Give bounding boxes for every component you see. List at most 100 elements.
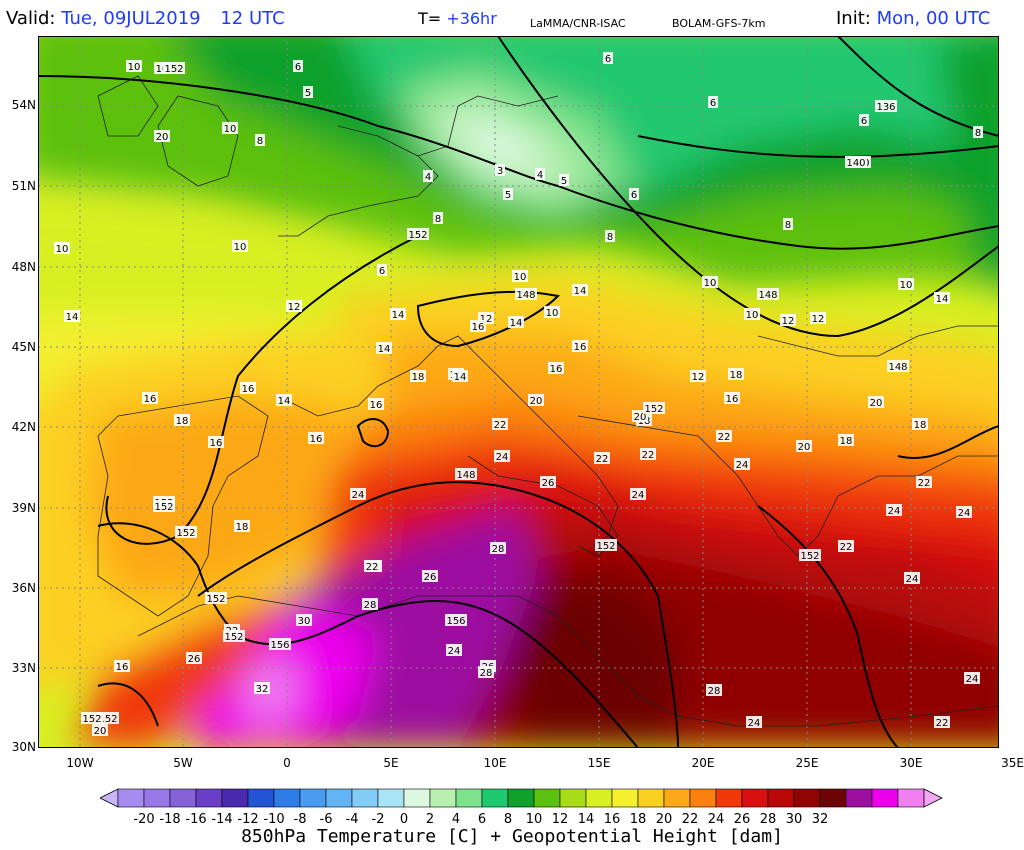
- lat-tick: 30N: [11, 740, 36, 754]
- temperature-contour-label: 20: [798, 442, 811, 453]
- forecast-value: +36hr: [446, 9, 497, 28]
- colorbar-label: -8: [293, 812, 307, 827]
- colorbar-label: 2: [425, 812, 435, 827]
- valid-date: Tue, 09JUL2019: [61, 8, 201, 29]
- colorbar-swatch: [663, 788, 691, 808]
- lon-tick: 10W: [66, 756, 94, 770]
- temperature-contour-label: 24: [736, 460, 749, 471]
- colorbar-swatch: [819, 788, 847, 808]
- colorbar-swatch: [247, 788, 275, 808]
- height-contour-label: 152: [408, 230, 427, 241]
- temperature-contour-label: 10: [900, 280, 913, 291]
- height-contour-label: 156: [270, 640, 289, 651]
- height-contour-label: 148: [516, 290, 535, 301]
- temperature-contour-label: 10: [224, 124, 237, 135]
- temperature-contour-label: 6: [295, 62, 301, 73]
- temperature-contour-label: 16: [310, 434, 323, 445]
- temperature-contour-label: 24: [888, 506, 901, 517]
- lon-tick: 0: [283, 756, 291, 770]
- temperature-contour-label: 18: [914, 420, 927, 431]
- temperature-contour-label: 14: [278, 396, 291, 407]
- temperature-contour-label: 16: [574, 342, 587, 353]
- lat-tick: 36N: [11, 581, 36, 595]
- temperature-contour-label: 8: [607, 232, 613, 243]
- temperature-contour-label: 22: [494, 420, 507, 431]
- colorbar-label: -2: [371, 812, 385, 827]
- temperature-contour-label: 22: [596, 454, 609, 465]
- temperature-contour-label: 22: [718, 432, 731, 443]
- lon-tick: 35E: [1001, 756, 1024, 770]
- init-label: Init:: [836, 8, 871, 29]
- temperature-contour-label: 12: [812, 314, 825, 325]
- temperature-contour-label: 8: [257, 136, 263, 147]
- temperature-contour-label: 22: [840, 542, 853, 553]
- temperature-contour-label: 10: [234, 242, 247, 253]
- colorbar-label: -18: [159, 812, 181, 827]
- lon-tick: 5W: [173, 756, 193, 770]
- colorbar-label: -16: [185, 812, 207, 827]
- valid-hour: 12 UTC: [220, 8, 285, 29]
- temperature-contour-label: 6: [605, 54, 611, 65]
- temperature-contour-label: 6: [379, 266, 385, 277]
- temperature-contour-label: 22: [936, 718, 949, 729]
- temperature-contour-label: 26: [424, 572, 437, 583]
- temperature-contour-label: 24: [496, 452, 509, 463]
- height-contour-label: 136: [876, 102, 895, 113]
- temperature-contour-label: 22: [642, 450, 655, 461]
- colorbar-swatch: [637, 788, 665, 808]
- temperature-field: [38, 36, 999, 748]
- colorbar-arrow-low: [100, 788, 119, 808]
- height-contour-label: 152: [800, 551, 819, 562]
- temperature-contour-label: 6: [631, 190, 637, 201]
- temperature-contour-label: 5: [505, 190, 511, 201]
- temperature-contour-label: 20: [156, 132, 169, 143]
- colorbar-swatch: [455, 788, 483, 808]
- colorbar-label: 6: [477, 812, 487, 827]
- forecast-step: T= +36hr: [418, 8, 497, 30]
- colorbar-swatch: [715, 788, 743, 808]
- temperature-contour-label: 18: [176, 416, 189, 427]
- temperature-contour-label: 14: [392, 310, 405, 321]
- lat-tick: 39N: [11, 501, 36, 515]
- height-contour-label: 148: [888, 362, 907, 373]
- colorbar-label: 12: [551, 812, 569, 827]
- colorbar-swatch: [403, 788, 431, 808]
- temperature-contour-label: 16: [726, 394, 739, 405]
- colorbar-swatch: [793, 788, 821, 808]
- temperature-contour-label: 28: [708, 686, 721, 697]
- colorbar-label: -4: [345, 812, 359, 827]
- temperature-contour-label: 6: [710, 98, 716, 109]
- lon-tick: 30E: [899, 756, 923, 770]
- init-time-label: Init: Mon, 00 UTC: [836, 8, 990, 30]
- colorbar-swatch: [143, 788, 171, 808]
- colorbar-swatch: [507, 788, 535, 808]
- colorbar-label: -10: [263, 812, 285, 827]
- temperature-contour-label: 14: [66, 312, 79, 323]
- temperature-contour-label: 10: [546, 308, 559, 319]
- temperature-contour-label: 14: [510, 318, 523, 329]
- height-contour-label: 140: [846, 158, 865, 169]
- temperature-contour-label: 28: [492, 544, 505, 555]
- temperature-contour-label: 32: [256, 684, 269, 695]
- temperature-contour-label: 14: [378, 344, 391, 355]
- temperature-contour-label: 20: [870, 398, 883, 409]
- lat-tick: 45N: [11, 340, 36, 354]
- temperature-contour-label: 6: [861, 116, 867, 127]
- colorbar-swatch: [585, 788, 613, 808]
- colorbar-swatch: [195, 788, 223, 808]
- colorbar-swatch: [559, 788, 587, 808]
- lon-tick: 20E: [691, 756, 715, 770]
- height-contour-label: 156: [446, 616, 465, 627]
- temperature-contour-label: 4: [425, 172, 431, 183]
- colorbar-label: 24: [707, 812, 725, 827]
- height-contour-label: 152: [82, 714, 101, 725]
- temperature-contour-label: 18: [840, 436, 853, 447]
- temperature-contour-label: 24: [958, 508, 971, 519]
- colorbar-label: 8: [503, 812, 513, 827]
- colorbar-label: 16: [603, 812, 621, 827]
- colorbar-label: 18: [629, 812, 647, 827]
- temperature-contour-label: 18: [236, 522, 249, 533]
- temperature-contour-label: 3: [497, 166, 503, 177]
- height-contour-label: 152: [176, 528, 195, 539]
- colorbar-label: 30: [785, 812, 803, 827]
